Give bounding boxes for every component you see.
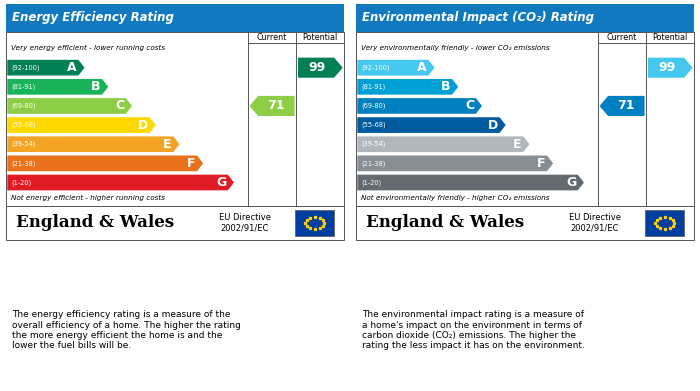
Text: England & Wales: England & Wales [16, 214, 174, 231]
Bar [356, 32, 694, 206]
Text: C: C [115, 99, 124, 113]
Text: 71: 71 [267, 99, 284, 113]
Bar [645, 210, 684, 236]
Text: 71: 71 [617, 99, 634, 113]
Polygon shape [357, 79, 458, 95]
Polygon shape [357, 136, 529, 152]
Text: (39-54): (39-54) [11, 141, 36, 147]
Text: (39-54): (39-54) [361, 141, 386, 147]
Text: (21-38): (21-38) [11, 160, 36, 167]
Text: D: D [488, 118, 498, 132]
Text: England & Wales: England & Wales [366, 214, 524, 231]
Polygon shape [7, 175, 234, 190]
Text: A: A [417, 61, 427, 74]
Bar [295, 210, 334, 236]
Polygon shape [7, 117, 155, 133]
Polygon shape [249, 96, 295, 116]
Text: (81-91): (81-91) [361, 84, 386, 90]
Text: EU Directive
2002/91/EC: EU Directive 2002/91/EC [219, 213, 271, 233]
Text: EU Directive
2002/91/EC: EU Directive 2002/91/EC [569, 213, 621, 233]
Text: B: B [441, 80, 451, 93]
Polygon shape [298, 57, 343, 78]
Text: Very energy efficient - lower running costs: Very energy efficient - lower running co… [10, 45, 164, 51]
Text: C: C [465, 99, 474, 113]
Text: F: F [537, 157, 545, 170]
Text: (81-91): (81-91) [11, 84, 36, 90]
Polygon shape [357, 60, 435, 75]
Polygon shape [357, 98, 482, 114]
Text: (92-100): (92-100) [11, 65, 40, 71]
Bar [356, 4, 694, 32]
Polygon shape [7, 79, 108, 95]
Text: Not environmentally friendly - higher CO₂ emissions: Not environmentally friendly - higher CO… [360, 194, 550, 201]
Text: A: A [67, 61, 77, 74]
Text: Current: Current [257, 33, 287, 42]
Text: E: E [513, 138, 522, 151]
Text: (69-80): (69-80) [11, 103, 36, 109]
Text: B: B [91, 80, 101, 93]
Polygon shape [7, 98, 132, 114]
Polygon shape [7, 60, 85, 75]
Text: (55-68): (55-68) [361, 122, 386, 128]
Text: (69-80): (69-80) [361, 103, 386, 109]
Text: Very environmentally friendly - lower CO₂ emissions: Very environmentally friendly - lower CO… [360, 45, 550, 51]
Polygon shape [357, 156, 553, 171]
Polygon shape [7, 136, 179, 152]
Text: The energy efficiency rating is a measure of the
overall efficiency of a home. T: The energy efficiency rating is a measur… [13, 310, 241, 350]
Polygon shape [357, 175, 584, 190]
Text: Potential: Potential [652, 33, 688, 42]
Text: F: F [187, 157, 195, 170]
Polygon shape [357, 117, 505, 133]
Text: Current: Current [607, 33, 637, 42]
Text: D: D [138, 118, 148, 132]
Bar [356, 206, 694, 240]
Text: The environmental impact rating is a measure of
a home's impact on the environme: The environmental impact rating is a mea… [363, 310, 585, 350]
Text: E: E [163, 138, 172, 151]
Text: Environmental Impact (CO₂) Rating: Environmental Impact (CO₂) Rating [363, 11, 594, 24]
Text: G: G [566, 176, 576, 189]
Text: Not energy efficient - higher running costs: Not energy efficient - higher running co… [10, 194, 164, 201]
Text: (1-20): (1-20) [361, 179, 382, 186]
Text: (1-20): (1-20) [11, 179, 32, 186]
Polygon shape [648, 57, 693, 78]
Text: 99: 99 [658, 61, 676, 74]
Text: Energy Efficiency Rating: Energy Efficiency Rating [13, 11, 174, 24]
Bar [6, 4, 344, 32]
Bar [6, 206, 344, 240]
Text: (92-100): (92-100) [361, 65, 390, 71]
Text: (55-68): (55-68) [11, 122, 36, 128]
Text: G: G [216, 176, 226, 189]
Polygon shape [7, 156, 203, 171]
Polygon shape [599, 96, 645, 116]
Text: (21-38): (21-38) [361, 160, 386, 167]
Bar [6, 32, 344, 206]
Text: Potential: Potential [302, 33, 338, 42]
Text: 99: 99 [308, 61, 326, 74]
